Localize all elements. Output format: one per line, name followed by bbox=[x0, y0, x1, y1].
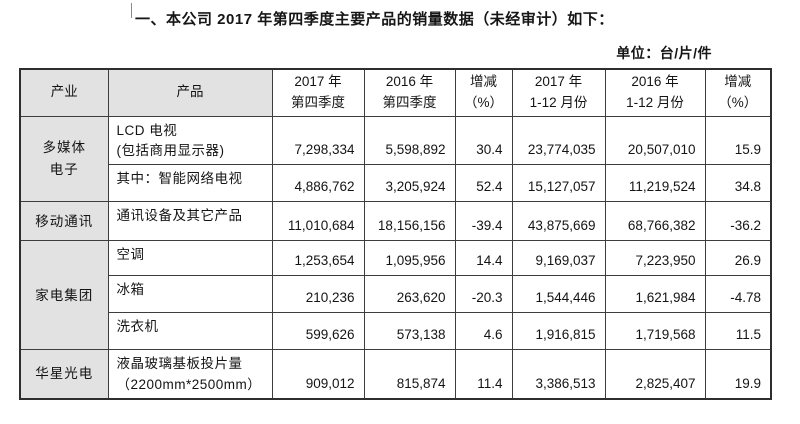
value-cell: 11.5 bbox=[704, 312, 772, 351]
header-line: 2016 年 bbox=[631, 73, 679, 89]
value-cell: 263,620 bbox=[363, 275, 456, 314]
industry-cell: 家电集团 bbox=[19, 240, 109, 351]
value-cell: 11,219,524 bbox=[604, 164, 706, 203]
value-cell: 7,298,334 bbox=[271, 115, 365, 166]
header-line: 1-12 月份 bbox=[529, 94, 588, 110]
value-cell: 5,598,892 bbox=[363, 115, 456, 166]
value-cell: 15.9 bbox=[704, 115, 772, 166]
value-cell: 14.4 bbox=[454, 240, 513, 277]
header-change-quarter: 增减 （%） bbox=[454, 68, 513, 117]
value-cell: 1,621,984 bbox=[604, 275, 706, 314]
header-line: 2016 年 bbox=[385, 73, 434, 89]
product-cell: LCD 电视 (包括商用显示器) bbox=[107, 115, 273, 166]
header-fy-2016: 2016 年 1-12 月份 bbox=[604, 68, 706, 117]
header-line: 2017 年 bbox=[294, 73, 342, 89]
value-cell: 3,205,924 bbox=[363, 164, 456, 203]
value-cell: 19.9 bbox=[704, 349, 772, 400]
value-cell: -39.4 bbox=[454, 201, 513, 242]
product-cell: 冰箱 bbox=[107, 275, 273, 314]
header-line: 1-12 月份 bbox=[626, 94, 684, 110]
industry-cell: 华星光电 bbox=[19, 349, 109, 400]
value-cell: 909,012 bbox=[271, 349, 365, 400]
value-cell: 52.4 bbox=[454, 164, 513, 203]
table-header: 产业 产品 2017 年第四季度 2016 年第四季度 增减 （%） 2017 年… bbox=[19, 68, 772, 117]
header-q4-2017: 2017 年第四季度 bbox=[271, 68, 365, 117]
header-line: （%） bbox=[463, 94, 503, 110]
value-cell: 1,544,446 bbox=[511, 275, 606, 314]
table-body: 多媒体 电子 LCD 电视 (包括商用显示器) 7,298,334 5,598,892… bbox=[19, 115, 772, 400]
value-cell: 4,886,762 bbox=[271, 164, 365, 203]
value-cell: 26.9 bbox=[704, 240, 772, 277]
value-cell: -36.2 bbox=[704, 201, 772, 242]
value-cell: 11.4 bbox=[454, 349, 513, 400]
header-line: 增减 bbox=[470, 73, 497, 89]
value-cell: 43,875,669 bbox=[511, 201, 606, 242]
header-product: 产品 bbox=[107, 68, 273, 117]
value-cell: 210,236 bbox=[271, 275, 365, 314]
header-fy-2017: 2017 年 1-12 月份 bbox=[511, 68, 606, 117]
value-cell: 30.4 bbox=[454, 115, 513, 166]
industry-cell: 多媒体 电子 bbox=[19, 115, 109, 203]
header-industry: 产业 bbox=[19, 68, 109, 117]
value-cell: 15,127,057 bbox=[511, 164, 606, 203]
value-cell: 573,138 bbox=[363, 312, 456, 351]
header-line: 第四季度 bbox=[382, 94, 437, 110]
product-cell: 其中：智能网络电视 bbox=[107, 164, 273, 203]
value-cell: 3,386,513 bbox=[511, 349, 606, 400]
value-cell: 1,719,568 bbox=[604, 312, 706, 351]
table-row: 冰箱 210,236 263,620 -20.3 1,544,446 1,621,984-… bbox=[20, 275, 772, 314]
product-cell: 洗衣机 bbox=[107, 312, 273, 351]
value-cell: 9,169,037 bbox=[511, 240, 606, 277]
table-row: 华星光电 液晶玻璃基板投片量 （2200mm*2500mm） 909,012 815,… bbox=[19, 349, 772, 400]
header-line: （%） bbox=[718, 94, 758, 110]
value-cell: 1,095,956 bbox=[363, 240, 456, 277]
value-cell: 34.8 bbox=[704, 164, 772, 203]
table-row: 移动通讯 通讯设备及其它产品 11,010,684 18,156,156 -39.4 43… bbox=[19, 201, 772, 242]
value-cell: 7,223,950 bbox=[604, 240, 706, 277]
product-cell: 空调 bbox=[107, 240, 273, 277]
value-cell: -4.78 bbox=[704, 275, 772, 314]
value-cell: 18,156,156 bbox=[363, 201, 456, 242]
page-edge-artifact-line bbox=[131, 3, 132, 18]
table-row: 其中：智能网络电视 4,886,762 3,205,924 52.4 15,127,05… bbox=[20, 164, 772, 203]
value-cell: 11,010,684 bbox=[271, 201, 365, 242]
unit-label: 单位：台/片/件 bbox=[616, 45, 712, 61]
table-row: 家电集团 空调 1,253,654 1,095,956 14.4 9,169,037 7,2… bbox=[19, 240, 772, 351]
section-title: 一、本公司 2017 年第四季度主要产品的销量数据（未经审计）如下： bbox=[135, 11, 614, 28]
sales-data-table: 产业 产品 2017 年第四季度 2016 年第四季度 增减 （%） 2017 年… bbox=[19, 68, 772, 401]
value-cell: 20,507,010 bbox=[604, 115, 706, 166]
header-change-fullyear: 增减 （%） bbox=[704, 68, 772, 117]
table-row: 多媒体 电子 LCD 电视 (包括商用显示器) 7,298,334 5,598,892… bbox=[19, 115, 772, 203]
value-cell: 23,774,035 bbox=[511, 115, 606, 166]
header-line: 第四季度 bbox=[291, 94, 345, 110]
header-line: 2017 年 bbox=[534, 73, 583, 89]
header-row: 产业 产品 2017 年第四季度 2016 年第四季度 增减 （%） 2017 年… bbox=[19, 68, 772, 117]
value-cell: 4.6 bbox=[454, 312, 513, 351]
value-cell: 815,874 bbox=[363, 349, 456, 400]
header-line: 增减 bbox=[724, 73, 752, 89]
value-cell: 68,766,382 bbox=[604, 201, 706, 242]
value-cell: -20.3 bbox=[454, 275, 513, 314]
table-row: 洗衣机 599,626 573,138 4.6 1,916,815 1,719,568 11… bbox=[20, 312, 772, 351]
product-cell: 通讯设备及其它产品 bbox=[107, 201, 273, 242]
header-q4-2016: 2016 年第四季度 bbox=[363, 68, 456, 117]
industry-cell: 移动通讯 bbox=[19, 201, 109, 242]
value-cell: 1,916,815 bbox=[511, 312, 606, 351]
value-cell: 2,825,407 bbox=[604, 349, 706, 400]
product-cell: 液晶玻璃基板投片量 （2200mm*2500mm） bbox=[107, 349, 273, 400]
value-cell: 1,253,654 bbox=[271, 240, 365, 277]
value-cell: 599,626 bbox=[271, 312, 365, 351]
